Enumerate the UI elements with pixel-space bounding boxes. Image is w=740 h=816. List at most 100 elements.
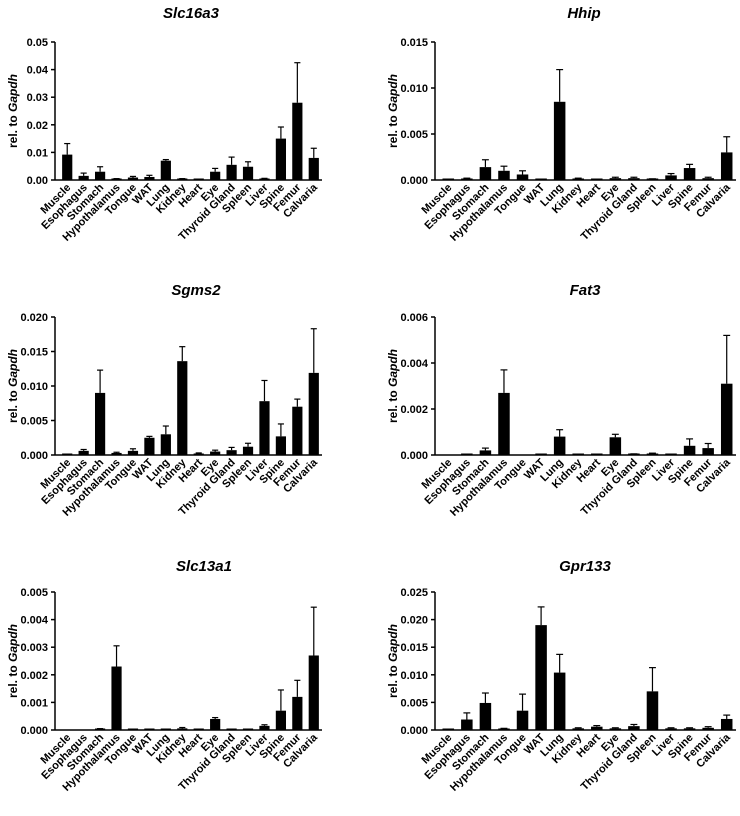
bar-esophagus <box>461 719 473 730</box>
y-tick-label: 0.025 <box>400 587 428 599</box>
y-tick-label: 0.015 <box>400 37 428 49</box>
bar-heart <box>193 453 204 455</box>
y-axis-label: rel. to Gapdh <box>6 624 20 698</box>
y-tick-label: 0.000 <box>20 450 48 462</box>
y-tick-label: 0.00 <box>27 175 48 187</box>
chart-title: Slc13a1 <box>176 558 232 575</box>
bar-hypothalamus <box>111 178 122 180</box>
chart-title: Fat3 <box>570 282 602 299</box>
chart-title: Slc16a3 <box>163 5 220 22</box>
bar-lung <box>160 434 171 455</box>
bar-spleen <box>646 691 659 730</box>
bar-calvaria <box>720 383 733 455</box>
chart-panel-sgms2: Sgms2 rel. to Gapdh 0.000 0.005 0.010 0.015 0.… <box>6 282 322 519</box>
chart-title: Sgms2 <box>171 282 221 299</box>
bar-tongue <box>127 450 139 455</box>
y-axis-label-prefix: rel. to <box>386 387 400 423</box>
y-axis-label: rel. to Gapdh <box>386 624 400 698</box>
bar-kidney <box>572 728 584 730</box>
bar-muscle <box>62 154 73 180</box>
y-tick-label: 0.005 <box>20 587 48 599</box>
bar-spine <box>683 168 696 180</box>
y-tick-label: 0.05 <box>27 37 48 49</box>
bar-tongue <box>516 174 529 180</box>
bar-spine <box>683 728 696 730</box>
bar-eye <box>609 437 622 455</box>
y-tick-label: 0.04 <box>27 65 49 77</box>
bar-kidney <box>572 178 584 180</box>
bar-thyroid-gland <box>226 164 237 180</box>
y-tick-label: 0.020 <box>20 312 48 324</box>
bar-lung <box>553 436 566 455</box>
bar-liver <box>259 178 270 180</box>
y-tick-label: 0.000 <box>400 725 428 737</box>
bar-liver <box>259 401 270 455</box>
y-axis-label-prefix: rel. to <box>386 662 400 698</box>
bar-femur <box>292 696 303 730</box>
chart-title: Hhip <box>567 5 600 22</box>
bar-liver <box>665 728 677 730</box>
bar-lung <box>553 101 566 180</box>
y-tick-label: 0.003 <box>20 642 48 654</box>
y-tick-label: 0.005 <box>20 416 48 428</box>
y-axis-label-gene: Gapdh <box>386 74 400 112</box>
bar-femur <box>292 102 303 180</box>
y-axis-label-gene: Gapdh <box>6 349 20 387</box>
bar-femur <box>702 178 714 180</box>
bar-eye <box>609 728 622 730</box>
bar-esophagus <box>461 178 473 180</box>
bar-calvaria <box>308 655 319 730</box>
y-axis-label-gene: Gapdh <box>386 349 400 387</box>
y-axis-label-prefix: rel. to <box>386 112 400 148</box>
y-tick-label: 0.015 <box>400 642 428 654</box>
bar-stomach <box>479 167 492 180</box>
bar-esophagus <box>78 450 89 455</box>
bar-hypothalamus <box>498 728 510 730</box>
bar-spine <box>275 436 287 455</box>
bar-calvaria <box>308 157 319 180</box>
bar-calvaria <box>308 372 319 455</box>
y-axis-label-prefix: rel. to <box>6 387 20 423</box>
bar-tongue <box>516 710 529 730</box>
y-axis-label-gene: Gapdh <box>386 624 400 662</box>
bar-calvaria <box>720 152 733 180</box>
bar-lung <box>553 672 566 730</box>
bar-wat <box>144 437 155 455</box>
y-axis-label: rel. to Gapdh <box>6 74 20 148</box>
bar-spine <box>683 445 696 455</box>
bar-eye <box>210 718 221 730</box>
bar-tongue <box>127 177 139 180</box>
y-tick-label: 0.001 <box>20 697 48 709</box>
bar-spine <box>275 138 287 180</box>
y-tick-label: 0.010 <box>20 381 48 393</box>
bar-femur <box>292 406 303 455</box>
bar-kidney <box>177 361 188 455</box>
y-tick-label: 0.006 <box>400 312 428 324</box>
y-tick-label: 0.004 <box>400 358 428 370</box>
chart-panel-gpr133: Gpr133 rel. to Gapdh 0.000 0.005 0.010 0.015 0… <box>386 558 736 794</box>
bar-stomach <box>94 392 106 455</box>
y-tick-label: 0.015 <box>20 347 48 359</box>
y-axis-label-prefix: rel. to <box>6 112 20 148</box>
chart-panel-slc16a3: Slc16a3 rel. to Gapdh 0.00 0.01 0.02 0.03 0.04… <box>6 5 322 244</box>
bar-hypothalamus <box>498 392 510 455</box>
y-tick-label: 0.03 <box>27 92 48 104</box>
bar-spleen <box>646 453 659 455</box>
bar-stomach <box>479 702 492 730</box>
y-axis-label: rel. to Gapdh <box>6 349 20 423</box>
y-tick-label: 0.000 <box>400 450 428 462</box>
y-tick-label: 0.000 <box>20 725 48 737</box>
bar-femur <box>702 448 714 455</box>
y-axis-label: rel. to Gapdh <box>386 349 400 423</box>
chart-title: Gpr133 <box>559 558 611 575</box>
chart-panel-slc13a1: Slc13a1 rel. to Gapdh 0.000 0.001 0.002 0.003… <box>6 558 322 794</box>
bar-heart <box>591 726 603 730</box>
bar-thyroid-gland <box>628 178 640 180</box>
bar-thyroid-gland <box>226 450 237 455</box>
y-tick-label: 0.010 <box>400 83 428 95</box>
bar-eye <box>210 451 221 455</box>
